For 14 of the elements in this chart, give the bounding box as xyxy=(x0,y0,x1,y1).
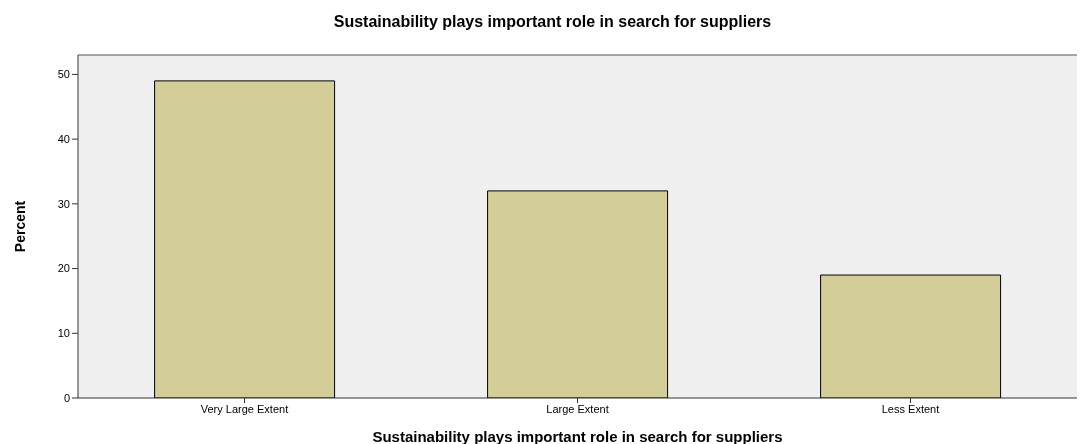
x-tick-label: Less Extent xyxy=(881,402,940,415)
y-tick-label: 30 xyxy=(57,197,70,210)
chart-title: Sustainability plays important role in search for suppliers xyxy=(332,12,773,32)
y-tick-label: 50 xyxy=(57,68,70,81)
y-axis-title: Percent xyxy=(11,200,28,253)
bar xyxy=(154,80,336,398)
x-tick-label: Very Large Extent xyxy=(200,402,289,415)
y-tick-label: 40 xyxy=(57,133,70,146)
y-tick-label: 20 xyxy=(57,262,70,275)
bar xyxy=(820,274,1002,398)
x-tick-label: Large Extent xyxy=(546,402,609,415)
bar xyxy=(487,190,669,398)
y-tick-label: 10 xyxy=(57,327,70,340)
y-tick-label: 0 xyxy=(63,391,70,404)
